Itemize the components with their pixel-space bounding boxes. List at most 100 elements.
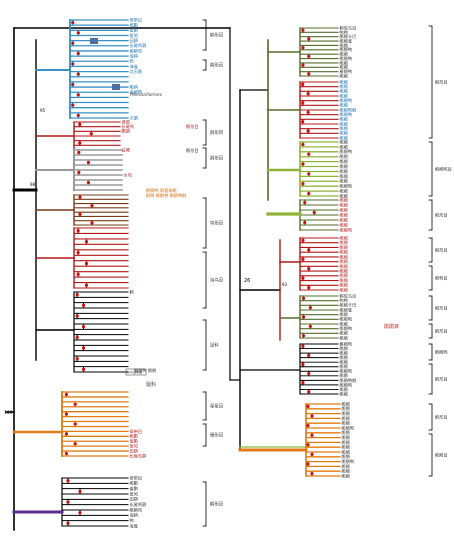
left-tree-labels: 翠带目鹃鹏雀鹏斑鸠田鹞长尾鸡鹞鹃鹤鸡海鸥鸭海雀北天鹅鹃鸥海鹃鸭天鹅Pelecan…	[122, 17, 199, 529]
tip-label: 田鹞	[130, 447, 138, 454]
inline-label-mouse: 鼠科	[146, 381, 156, 388]
node-marker	[303, 220, 307, 225]
inline-label-cuckoo: 鹃鹃鸭 鹃鹃	[134, 367, 156, 374]
node-marker	[301, 362, 305, 367]
node-marker	[307, 353, 311, 357]
tip-label: 鹃鹃	[340, 143, 348, 150]
tip-label: 鹃鹃	[340, 267, 348, 274]
tip-label: 鹃鹃	[340, 168, 348, 175]
node-marker	[301, 315, 306, 319]
clade-label: 鹃鹃目	[435, 452, 448, 459]
node-marker	[78, 212, 82, 216]
node-marker	[312, 210, 316, 215]
tip-label: 鹤鸵鸟目	[340, 292, 357, 299]
node-marker	[84, 261, 89, 266]
tip-label: 鹃鹃鸭	[340, 111, 353, 118]
tip-label: 鹃鹃	[340, 359, 348, 366]
bird-silhouette	[90, 38, 98, 44]
node-marker	[306, 92, 310, 96]
tip-label: 鹃鹃	[340, 64, 348, 71]
node-marker	[71, 41, 75, 45]
tip-label: 鹃鹃	[340, 253, 348, 260]
tip-label: 鹃鹃	[340, 158, 348, 165]
tip-label: 鹃鹃	[340, 201, 348, 208]
tip-label: 雀鹏	[130, 438, 138, 445]
node-marker	[306, 110, 310, 114]
tip-label: 鹃鹃	[340, 196, 348, 203]
tip-label: 鹦鹉	[122, 128, 130, 135]
tip-label: 鹃鹃	[340, 51, 348, 58]
inline-label-shrike: 鹃形目	[186, 123, 199, 130]
tip-label: 鹃鹃	[340, 153, 348, 160]
tip-label: 鹃鹃鸭	[340, 148, 353, 155]
node-marker	[301, 101, 305, 105]
node-marker	[73, 442, 77, 446]
tip-label: 鹃鹃鸭	[340, 226, 353, 233]
left-tree-branches	[5, 19, 231, 531]
tip-label: 鹃鹃	[340, 263, 348, 270]
node-marker	[76, 93, 80, 97]
node-marker	[71, 20, 75, 25]
node-marker	[81, 325, 86, 329]
node-marker	[306, 443, 310, 447]
node-marker	[301, 162, 305, 166]
clade-brackets: 鹤形目鹃形目鹃形目鹃形目鸨形目海鸟目鼠科星星目雁形目鹤形目鹃形目鹃鹃鸭目鹃形目鹃…	[202, 19, 452, 527]
tip-label: 鹃鹃鸭	[340, 183, 353, 190]
tip-label: 鹃鹃	[340, 78, 348, 85]
tip-label: 鹃鹃	[340, 92, 348, 99]
node-marker	[307, 54, 311, 58]
node-marker	[66, 521, 70, 525]
node-value-right-mid: 93	[282, 282, 288, 287]
tip-label: 鹃鹃	[342, 448, 350, 455]
tip-label: 鹤鸵鸟目	[340, 24, 357, 31]
node-marker	[75, 314, 79, 318]
tip-label: 鹤	[130, 288, 134, 295]
tip-label: 鸭	[130, 517, 134, 524]
node-value-left-main: 98	[30, 182, 36, 187]
clade-label: 鹃形目	[435, 414, 448, 421]
tip-label: 鹃鹏	[130, 22, 138, 29]
tip-label: 鹃鹃	[340, 390, 348, 397]
node-marker	[76, 229, 80, 233]
node-marker	[307, 390, 311, 394]
node-marker	[307, 152, 311, 156]
tip-label: 雀鹏	[130, 485, 138, 492]
node-marker	[301, 257, 305, 261]
node-marker	[307, 37, 311, 41]
node-marker	[307, 267, 311, 271]
clade-label: 鹃形目	[210, 155, 223, 162]
node-marker	[77, 150, 81, 155]
tip-label: 鹃鹃	[342, 444, 350, 451]
node-marker	[64, 412, 68, 416]
tip-label: 长尾鸡鹞	[130, 452, 147, 459]
tip-label: 长尾鸡鹞	[130, 42, 147, 49]
tip-label: 鹃鹤鸡	[130, 506, 143, 513]
node-marker	[64, 451, 68, 456]
node-marker	[66, 500, 70, 504]
node-marker	[307, 172, 311, 176]
node-marker	[307, 286, 311, 290]
node-marker	[306, 404, 310, 408]
tip-label: 鹃鹃	[340, 211, 348, 218]
node-marker	[310, 472, 314, 476]
tip-label: 鹃鹃	[342, 415, 350, 422]
tip-label: 鹃鹃鸭	[342, 458, 355, 465]
node-marker	[306, 424, 310, 428]
tip-label: 鹃鹃	[340, 120, 348, 127]
node-marker	[75, 293, 79, 297]
node-marker	[76, 250, 80, 255]
tip-label: 雀鹏	[130, 27, 138, 34]
tip-label: 鹃鹃	[340, 59, 348, 66]
tip-label: 田鹞	[130, 37, 138, 44]
tip-label: 鹃鹃鸭	[340, 381, 353, 388]
tip-label: 鹃鹃	[340, 216, 348, 223]
node-marker	[73, 422, 77, 426]
tip-label: 鹃鹃	[340, 88, 348, 95]
tip-label: 鹃鹃	[340, 102, 348, 109]
node-marker	[301, 276, 305, 280]
tip-label: 鹃鹃鸭鹃	[340, 106, 357, 113]
tip-label: 斑鸠	[130, 443, 138, 450]
tip-label: 海鸥	[130, 53, 138, 60]
tip-label: 鹃鹃	[340, 345, 348, 352]
